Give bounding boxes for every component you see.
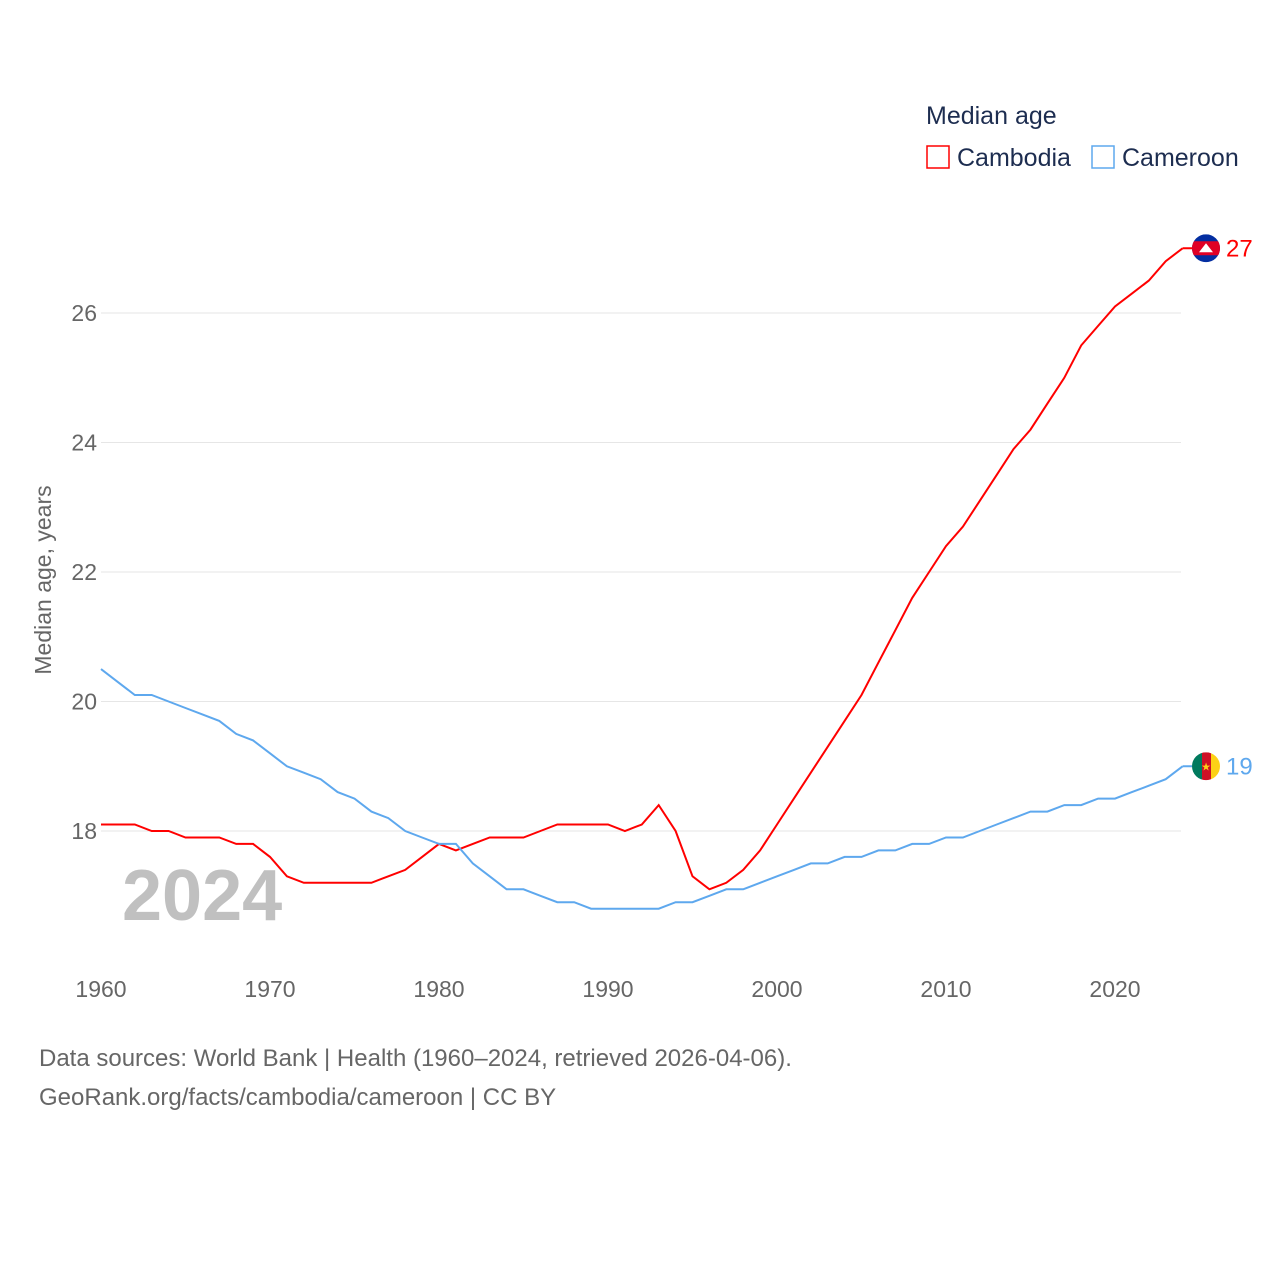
- end-value-label: 27: [1226, 235, 1253, 262]
- end-value-label: 19: [1226, 753, 1253, 780]
- legend-item-cambodia[interactable]: Cambodia: [926, 144, 1071, 172]
- x-tick-label: 1990: [582, 976, 633, 1002]
- series-line-cameroon: [100, 668, 1184, 910]
- x-tick-label: 2020: [1089, 976, 1140, 1002]
- x-tick-label: 2010: [920, 976, 971, 1002]
- x-tick-label: 1960: [75, 976, 126, 1002]
- legend: Median age Cambodia Cameroon: [926, 102, 1239, 172]
- legend-label: Cameroon: [1122, 144, 1239, 172]
- y-tick-label: 26: [71, 300, 97, 326]
- y-tick-label: 22: [71, 559, 97, 585]
- legend-swatch: [1091, 145, 1115, 169]
- year-watermark: 2024: [122, 856, 282, 936]
- legend-label: Cambodia: [957, 144, 1071, 172]
- legend-item-cameroon[interactable]: Cameroon: [1091, 144, 1239, 172]
- x-tick-label: 1970: [244, 976, 295, 1002]
- source-link[interactable]: GeoRank.org/facts/cambodia/cameroon | CC…: [39, 1084, 557, 1111]
- y-tick-label: 18: [71, 818, 97, 844]
- legend-swatch: [926, 145, 950, 169]
- x-tick-label: 1980: [413, 976, 464, 1002]
- cambodia-flag-icon: [1192, 234, 1220, 263]
- x-tick-label: 2000: [751, 976, 802, 1002]
- series-line-cambodia: [101, 247, 1184, 891]
- data-source-text: Data sources: World Bank | Health (1960–…: [39, 1045, 792, 1072]
- y-tick-label: 20: [71, 689, 97, 715]
- y-axis-label: Median age, years: [30, 485, 56, 674]
- svg-text:★: ★: [1201, 761, 1211, 773]
- legend-title: Median age: [926, 102, 1057, 130]
- cameroon-flag-icon: ★: [1192, 752, 1220, 781]
- y-tick-label: 24: [71, 430, 97, 456]
